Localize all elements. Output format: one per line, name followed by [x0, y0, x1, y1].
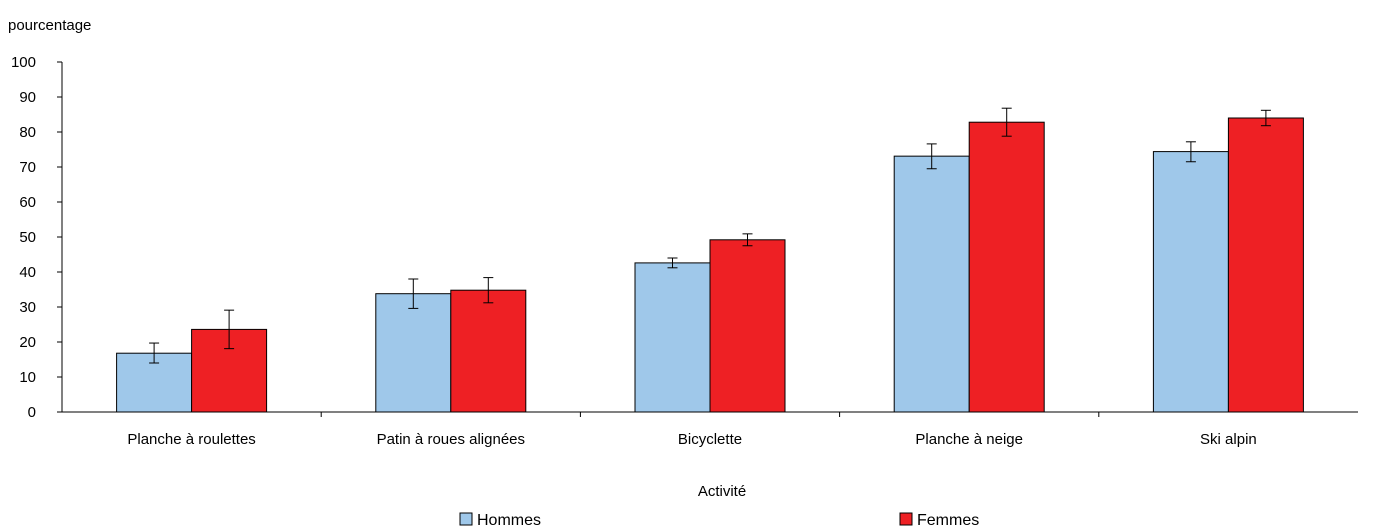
error-bar-hommes-2 [667, 257, 678, 269]
y-tick-label: 60 [19, 194, 36, 211]
y-tick-label: 20 [19, 334, 36, 351]
bar-femmes-3 [968, 121, 1045, 413]
y-tick-label: 0 [28, 404, 36, 421]
x-axis-ticks [320, 412, 1100, 417]
x-category-label: Patin à roues alignées [377, 431, 525, 448]
error-bar-femmes-2 [742, 233, 753, 247]
error-bar-femmes-0 [224, 309, 235, 350]
bar-hommes-4 [1152, 151, 1229, 413]
error-bar-group [149, 107, 1271, 364]
legend-label-femmes: Femmes [917, 512, 979, 527]
x-category-label: Planche à neige [915, 431, 1023, 448]
category-labels: Planche à roulettes Patin à roues alignée… [127, 431, 1256, 448]
y-tick-label: 50 [19, 229, 36, 246]
x-category-label: Planche à roulettes [127, 431, 255, 448]
y-tick-label: 40 [19, 264, 36, 281]
error-bar-hommes-1 [408, 278, 419, 309]
legend: Hommes Femmes [459, 512, 979, 527]
bar-hommes-1 [375, 293, 452, 413]
error-bar-femmes-4 [1260, 109, 1271, 127]
x-category-label: Ski alpin [1200, 431, 1257, 448]
bar-group [116, 117, 1304, 413]
bar-hommes-3 [893, 155, 970, 413]
legend-swatch-hommes [459, 512, 473, 526]
bar-femmes-1 [450, 289, 527, 413]
y-tick-label: 80 [19, 124, 36, 141]
y-tick-label: 70 [19, 159, 36, 176]
error-bar-hommes-3 [926, 143, 937, 170]
legend-swatch-femmes [899, 512, 913, 526]
legend-label-hommes: Hommes [477, 512, 541, 527]
y-tick-label: 90 [19, 89, 36, 106]
x-axis-title: Activité [698, 483, 746, 500]
y-tick-label: 30 [19, 299, 36, 316]
error-bar-femmes-1 [483, 277, 494, 304]
y-tick-label: 100 [11, 54, 36, 71]
bar-hommes-2 [634, 262, 711, 413]
x-category-label: Bicyclette [678, 431, 742, 448]
error-bar-hommes-4 [1185, 141, 1196, 163]
bar-femmes-2 [709, 239, 786, 413]
error-bar-hommes-0 [149, 342, 160, 364]
error-bar-femmes-3 [1001, 107, 1012, 137]
y-axis-ticks: 0 10 20 30 40 50 60 70 80 90 100 [11, 54, 62, 421]
bar-femmes-4 [1227, 117, 1304, 413]
y-tick-label: 10 [19, 369, 36, 386]
y-axis-unit-label: pourcentage [8, 17, 91, 34]
